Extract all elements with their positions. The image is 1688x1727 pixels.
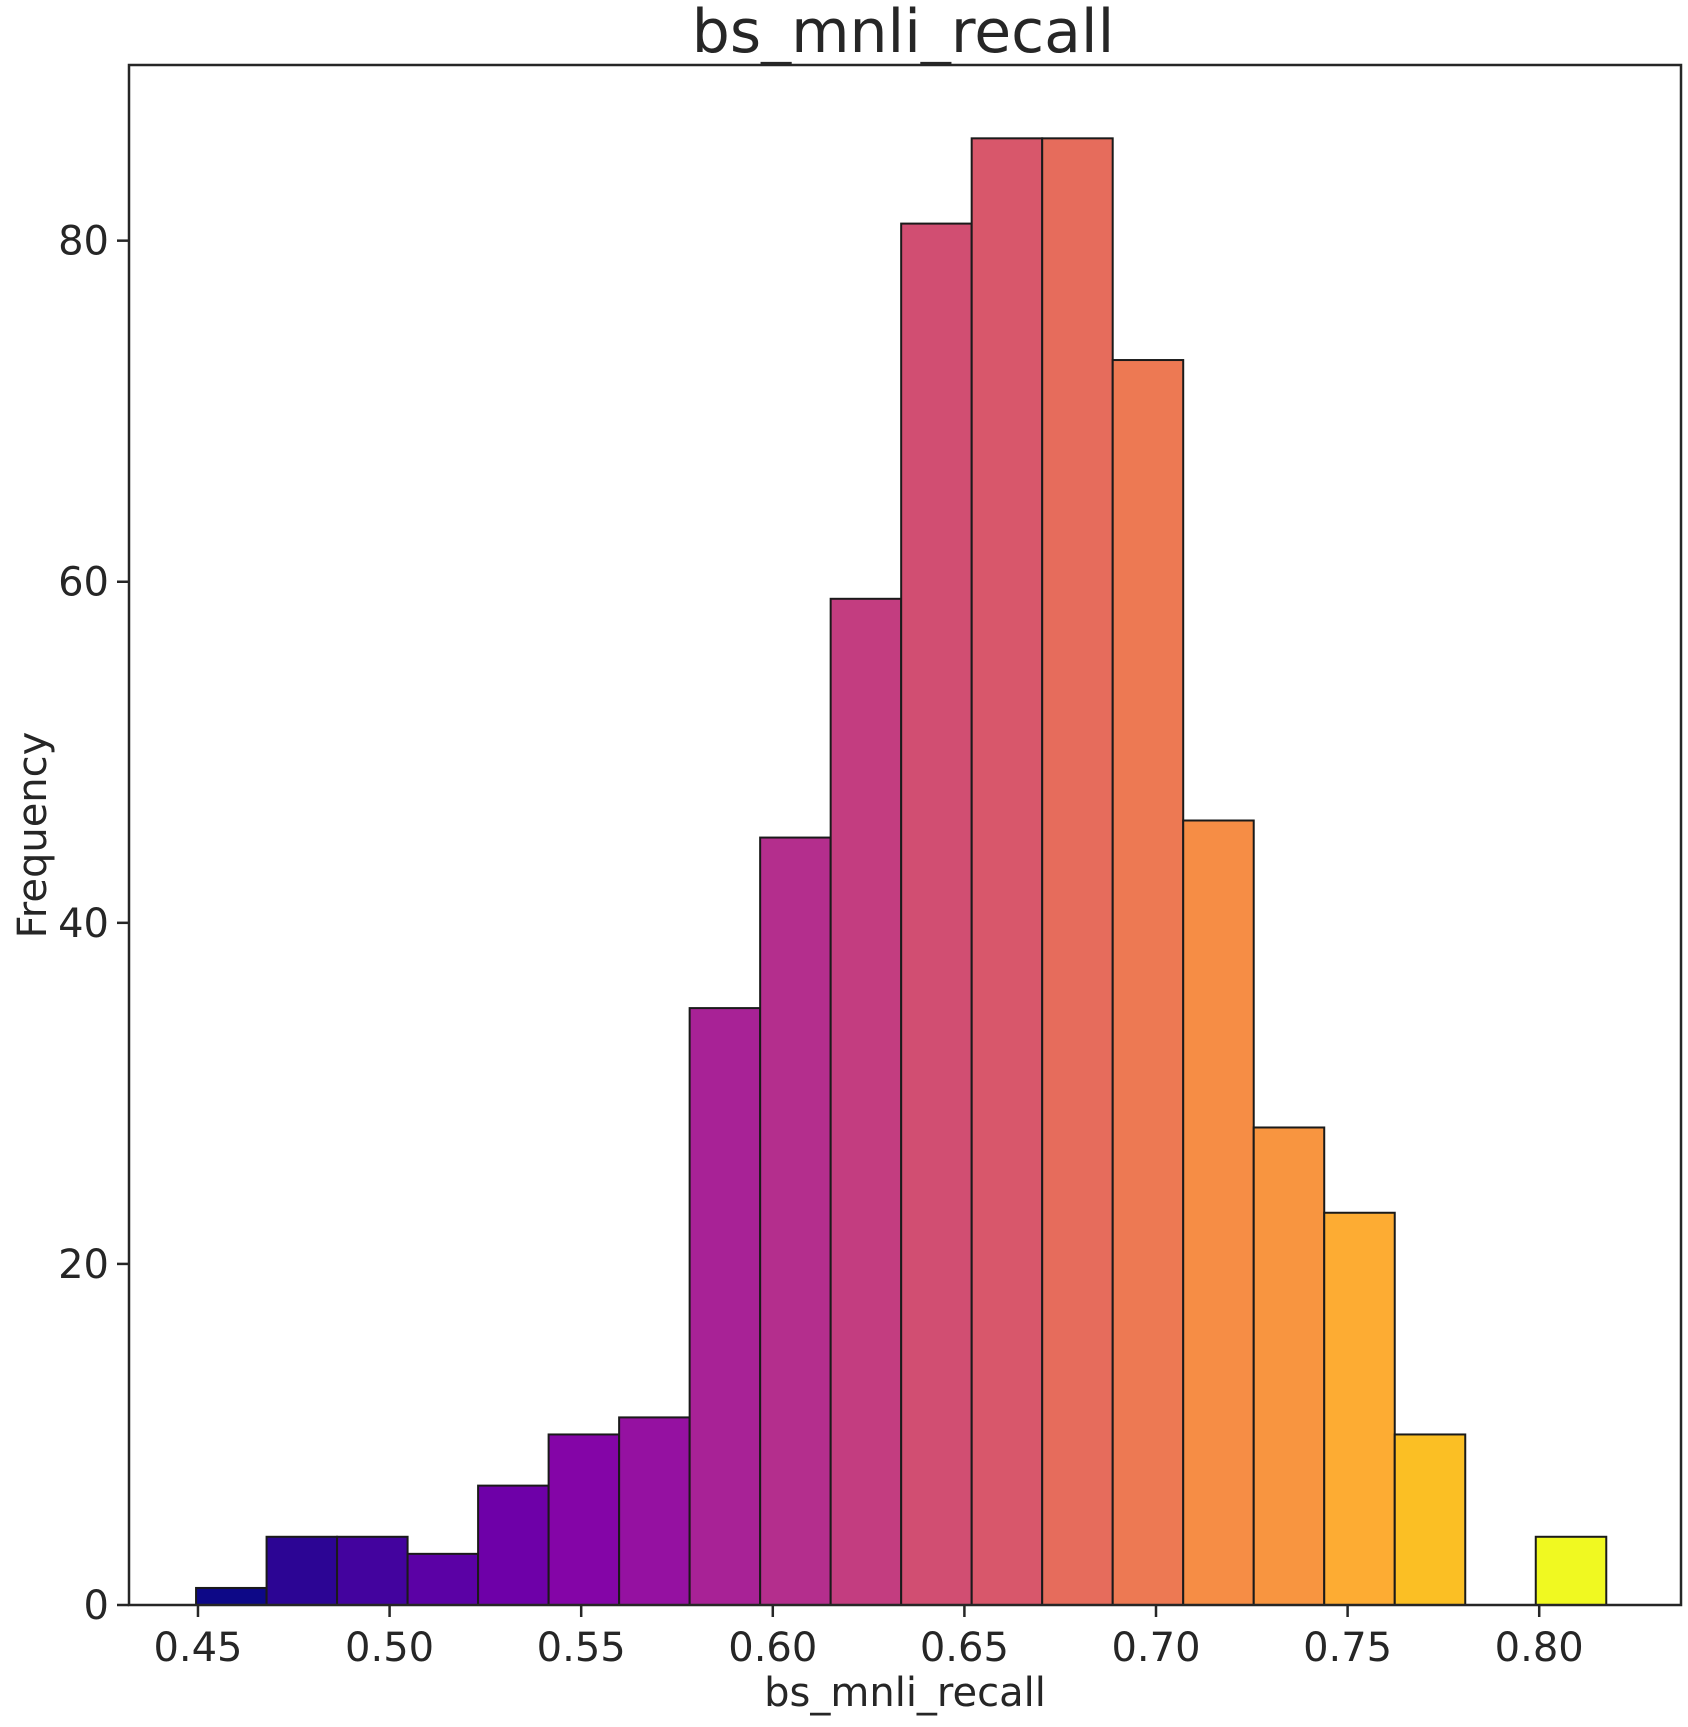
x-tick-label: 0.80: [1495, 1625, 1584, 1671]
y-axis-label: Frequency: [10, 732, 56, 939]
plot-frame: [127, 63, 1683, 1607]
histogram-bar: [618, 1416, 691, 1607]
x-tick-label: 0.50: [345, 1625, 434, 1671]
histogram-bar: [1041, 137, 1114, 1607]
y-tick-label: 60: [58, 560, 109, 606]
histogram-bar: [900, 222, 973, 1607]
histogram-bar: [406, 1552, 480, 1606]
histogram-bar: [1393, 1433, 1467, 1606]
x-tick-label: 0.60: [728, 1625, 817, 1671]
histogram-bar: [547, 1433, 621, 1606]
x-tick-label: 0.75: [1303, 1625, 1392, 1671]
histogram-bar: [1534, 1535, 1608, 1607]
histogram-bar: [195, 1586, 268, 1606]
histogram-bar: [1252, 1126, 1326, 1606]
histogram-bar: [1323, 1211, 1396, 1606]
x-axis-ticks: 0.45 0.50 0.55 0.60 0.65 0.70 0.75 0.80: [153, 1605, 1584, 1671]
x-axis-label: bs_mnli_recall: [764, 1670, 1046, 1716]
histogram-bar: [829, 597, 903, 1606]
histogram-bar: [1182, 819, 1255, 1606]
x-tick-label: 0.45: [153, 1625, 242, 1671]
y-axis-ticks: 0 20 40 60 80: [58, 219, 129, 1629]
histogram-bar: [688, 1007, 762, 1606]
chart-title: bs_mnli_recall: [692, 0, 1115, 67]
y-tick-label: 0: [84, 1583, 109, 1629]
x-tick-label: 0.70: [1111, 1625, 1200, 1671]
histogram-bar: [265, 1535, 339, 1607]
bars-group: [195, 137, 1608, 1607]
histogram-bar: [336, 1535, 409, 1607]
y-tick-label: 40: [58, 901, 109, 947]
x-tick-label: 0.65: [920, 1625, 1009, 1671]
y-tick-label: 80: [58, 219, 109, 265]
histogram-bar: [759, 836, 832, 1606]
histogram-bar: [477, 1484, 550, 1606]
y-tick-label: 20: [58, 1242, 109, 1288]
x-tick-label: 0.55: [537, 1625, 626, 1671]
histogram-bar: [970, 137, 1044, 1607]
histogram-bar: [1111, 359, 1185, 1606]
